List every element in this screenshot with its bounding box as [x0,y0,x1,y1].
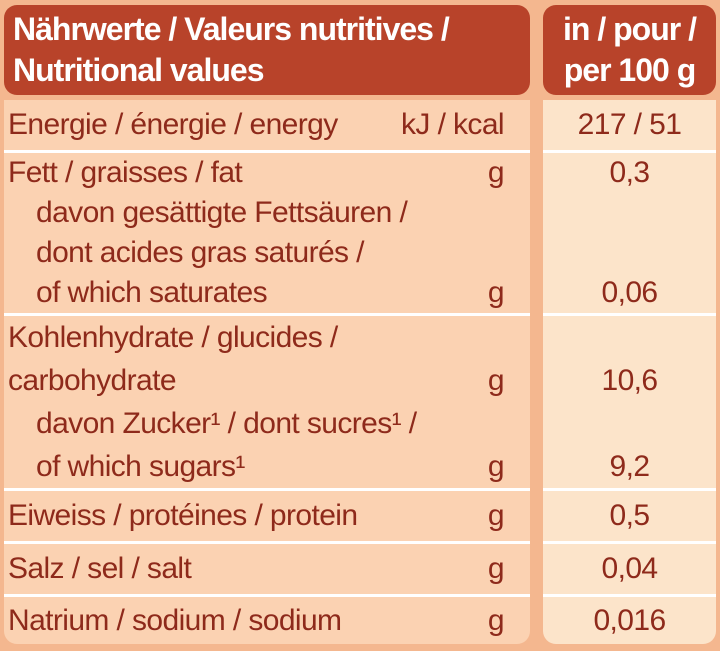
nutrient-line: of which saturates g [8,273,512,313]
empty-value-line [543,316,716,359]
unit-label: g [487,449,505,483]
nutrient-label: Salz / sel / salt [8,552,192,585]
unit-label: g [487,156,505,189]
nutrient-label: Eiweiss / protéines / protein [8,499,358,532]
nutrient-line: dont acides gras saturés / [8,233,512,273]
row-label-cell-carbohydrate: Kohlenhydrate / glucides / carbohydrate g d… [4,316,530,491]
unit-label: g [487,603,505,637]
empty-value-line [543,233,716,273]
header-column-gap [530,5,543,95]
header-per-line2: per 100 g [563,52,697,88]
nutrient-line: carbohydrate g [8,359,512,402]
nutrient-line: Fett / graisses / fat g [8,153,512,193]
row-value-cell-sodium: 0,016 [543,597,716,644]
nutrient-value: 0,5 [609,499,651,532]
unit-label: g [487,276,505,309]
nutrient-value: 9,2 [609,449,651,483]
header-per-line1: in / pour / [563,11,697,47]
nutrient-label: of which sugars¹ [36,449,245,483]
nutrient-value-line: 9,2 [543,445,716,488]
nutrient-value-line: 0,016 [543,597,716,644]
nutrient-label: of which saturates [36,276,268,309]
row-label-cell-fat: Fett / graisses / fat g davon gesättigte F… [4,153,530,316]
nutrient-label: Fett / graisses / fat [8,156,243,189]
empty-value-line [543,193,716,233]
nutrient-value: 0,06 [601,276,659,309]
header-title-line2: Nutritional values [13,52,265,88]
unit-label: g [487,363,505,397]
nutrient-line: Natrium / sodium / sodium g [8,597,512,644]
nutrition-table: Nährwerte / Valeurs nutritives / Nutriti… [4,5,716,644]
table-header-per-100g: in / pour / per 100 g [543,5,716,95]
row-label-cell-protein: Eiweiss / protéines / protein g [4,491,530,544]
nutrient-value-line: 0,06 [543,273,716,313]
nutrient-label: carbohydrate [8,363,177,397]
nutrient-value: 0,3 [609,156,651,189]
row-value-cell-salt: 0,04 [543,544,716,597]
row-value-cell-protein: 0,5 [543,491,716,544]
unit-label: g [487,552,505,585]
row-value-cell-carbohydrate: 10,6 9,2 [543,316,716,491]
table-header-title: Nährwerte / Valeurs nutritives / Nutriti… [4,5,530,95]
row-value-cell-energy: 217 / 51 [543,100,716,153]
nutrient-value: 0,016 [593,603,666,637]
nutrient-value: 217 / 51 [577,108,682,141]
nutrient-line: Kohlenhydrate / glucides / [8,316,512,359]
nutrient-line: Energie / énergie / energy kJ / kcal [8,100,512,150]
empty-value-line [543,402,716,445]
unit-label: g [487,499,505,532]
nutrient-line: Eiweiss / protéines / protein g [8,491,512,541]
row-label-cell-sodium: Natrium / sodium / sodium g [4,597,530,644]
nutrient-line: of which sugars¹ g [8,445,512,488]
row-label-cell-salt: Salz / sel / salt g [4,544,530,597]
row-label-cell-energy: Energie / énergie / energy kJ / kcal [4,100,530,153]
nutrient-value-line: 0,3 [543,153,716,193]
nutrient-value-line: 217 / 51 [543,100,716,150]
nutrient-line: davon Zucker¹ / dont sucres¹ / [8,402,512,445]
nutrient-value-line: 0,04 [543,544,716,594]
nutrient-value: 10,6 [601,363,659,397]
nutrient-label: Natrium / sodium / sodium [8,603,342,637]
nutrient-label: Kohlenhydrate / glucides / [8,320,338,354]
row-value-cell-fat: 0,3 0,06 [543,153,716,316]
nutrient-value-line: 0,5 [543,491,716,541]
unit-label: kJ / kcal [401,108,505,141]
nutrient-label: davon Zucker¹ / dont sucres¹ / [36,406,417,440]
nutrient-value-line: 10,6 [543,359,716,402]
header-title-line1: Nährwerte / Valeurs nutritives / [13,11,450,47]
nutrient-value: 0,04 [601,552,659,585]
nutrient-line: Salz / sel / salt g [8,544,512,594]
nutrient-label: Energie / énergie / energy [8,108,338,141]
nutrient-label: dont acides gras saturés / [36,236,365,269]
nutrient-line: davon gesättigte Fettsäuren / [8,193,512,233]
nutrient-label: davon gesättigte Fettsäuren / [36,196,408,229]
